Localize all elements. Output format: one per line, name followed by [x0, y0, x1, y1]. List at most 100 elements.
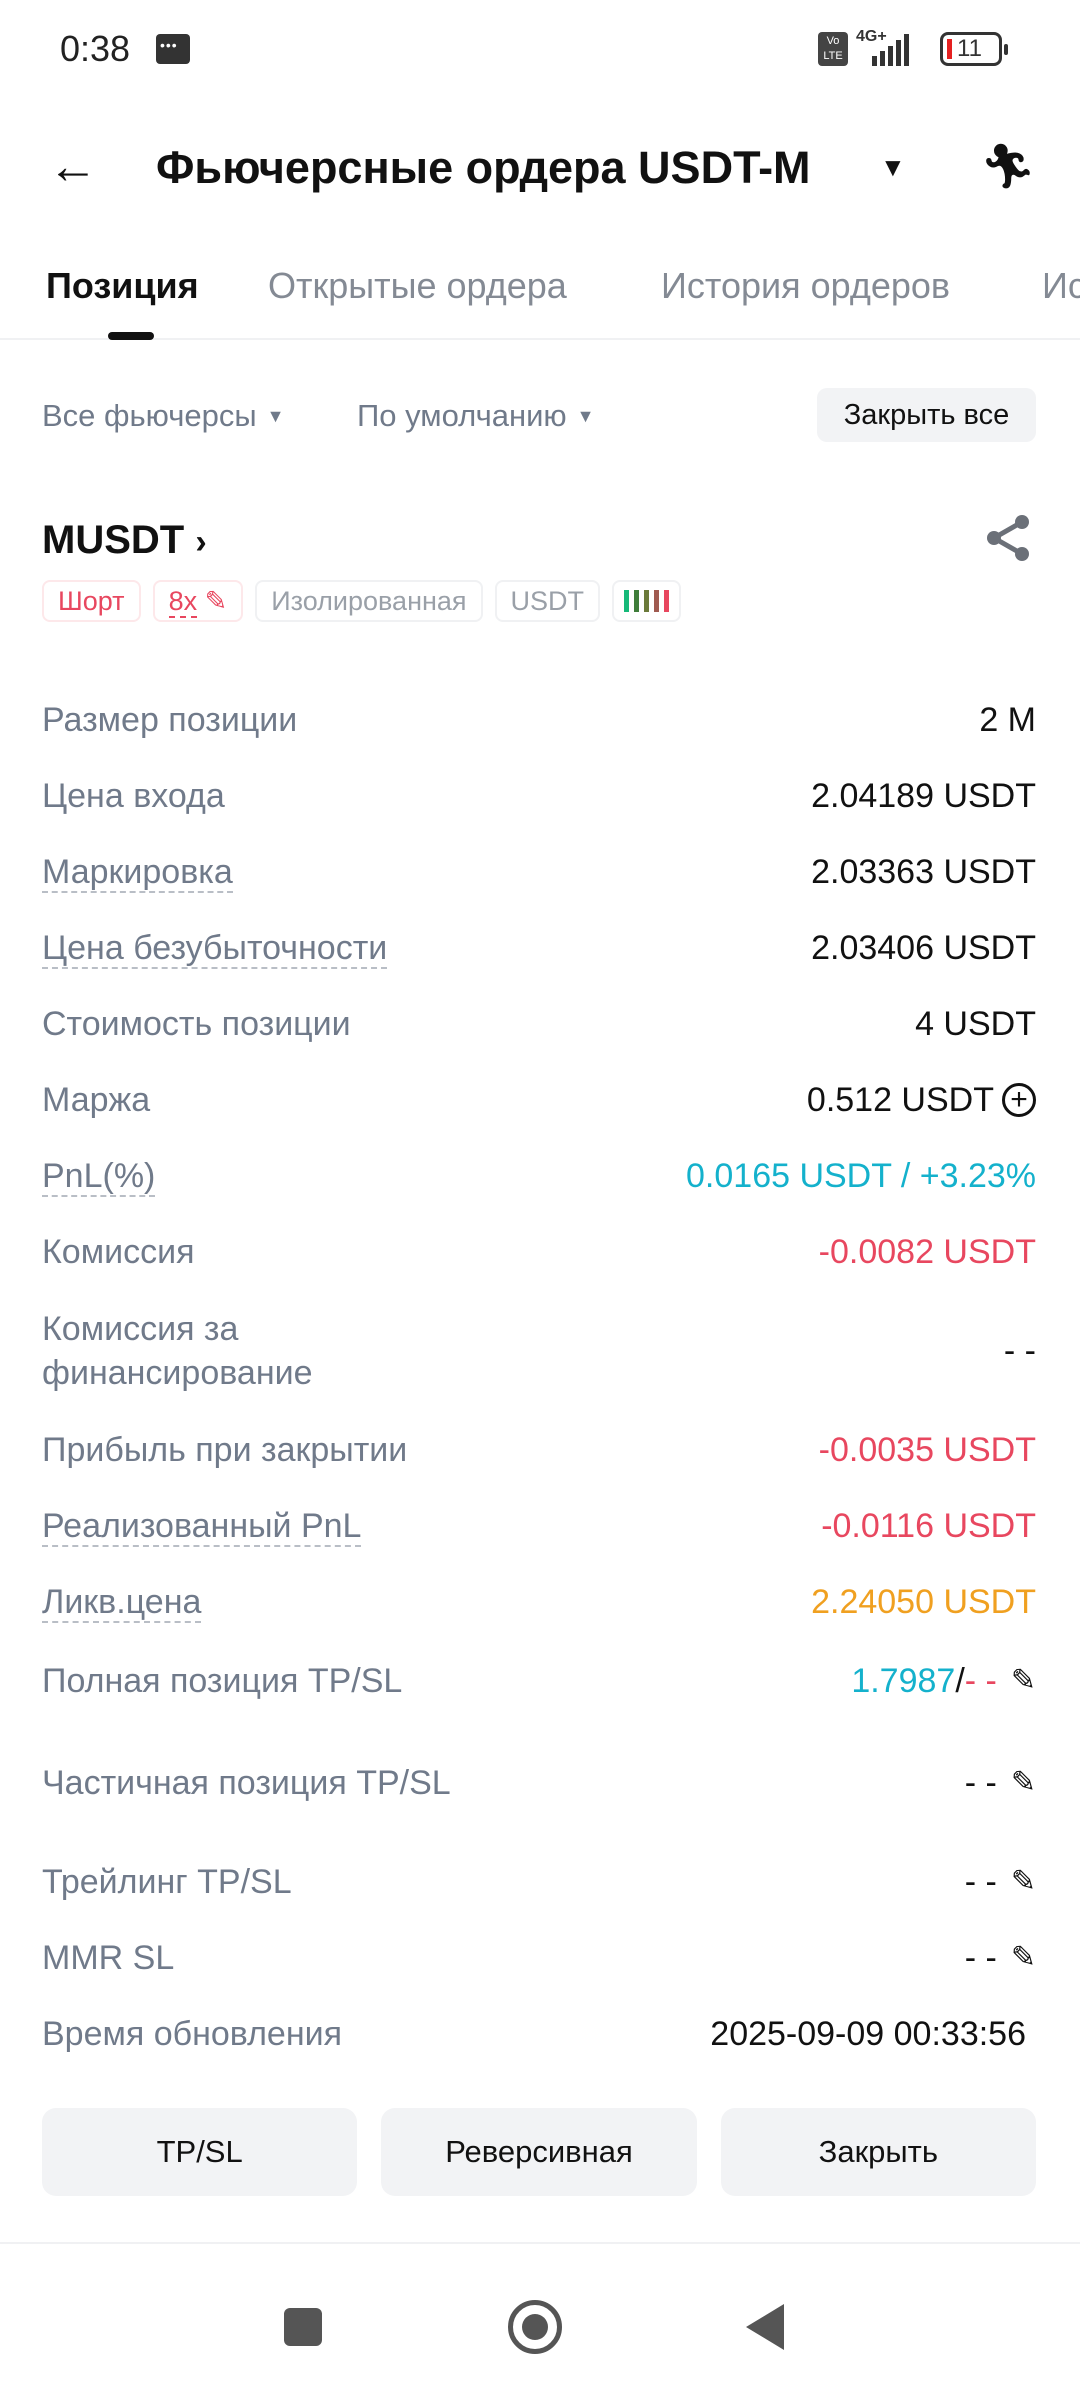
label: Цена входа: [42, 777, 225, 815]
value: - -: [1003, 1332, 1036, 1370]
label: Частичная позиция TP/SL: [42, 1764, 451, 1802]
position-details: Размер позиции 2 M Цена входа 2.04189 USDT…: [42, 682, 1036, 2072]
value: 2.04189 USDT: [811, 777, 1036, 815]
tpsl-button[interactable]: TP/SL: [42, 2108, 358, 2196]
row-mark-price: Маркировка 2.03363 USDT: [42, 834, 1036, 910]
value: -0.0035 USDT: [818, 1431, 1036, 1469]
adl-bar: [634, 590, 640, 612]
row-pnl: PnL(%) 0.0165 USDT / +3.23%: [42, 1138, 1036, 1214]
adl-bar: [644, 590, 650, 612]
margin-mode-badge: Изолированная: [255, 580, 483, 622]
adl-bar: [624, 590, 630, 612]
divider: [0, 2242, 1080, 2244]
label: Стоимость позиции: [42, 1005, 351, 1043]
value: 2.03363 USDT: [811, 853, 1036, 891]
edit-icon[interactable]: ✎: [1010, 1664, 1036, 1697]
separator: /: [955, 1662, 965, 1700]
edit-icon[interactable]: ✎: [1010, 1865, 1036, 1898]
value: 2.24050 USDT: [811, 1583, 1036, 1621]
signal-icon: [872, 34, 909, 66]
edit-icon: ✎: [204, 586, 228, 616]
row-funding-fee: Комиссия за финансирование - -: [42, 1290, 1036, 1412]
value: 4 USDT: [915, 1005, 1036, 1043]
label[interactable]: Цена безубыточности: [42, 929, 388, 969]
label[interactable]: Маркировка: [42, 853, 233, 893]
label: Размер позиции: [42, 701, 298, 739]
tab-bar: Позиция Открытые ордера История ордеров …: [0, 258, 1080, 340]
value: 2.03406 USDT: [811, 929, 1036, 967]
status-time: 0:38: [60, 28, 131, 69]
value: - - ✎: [965, 1761, 1036, 1805]
value: 2 M: [979, 701, 1036, 739]
row-close-profit: Прибыль при закрытии -0.0035 USDT: [42, 1412, 1036, 1488]
dropdown-icon: ▼: [266, 406, 285, 426]
row-entry-price: Цена входа 2.04189 USDT: [42, 758, 1036, 834]
label: Комиссия за финансирование: [42, 1310, 313, 1392]
value: - - ✎: [965, 1860, 1036, 1904]
action-buttons: TP/SL Реверсивная Закрыть: [42, 2108, 1036, 2196]
label: Маржа: [42, 1081, 151, 1119]
partial-tpsl-value: - -: [964, 1764, 997, 1802]
sort-filter[interactable]: По умолчанию ▼: [357, 394, 594, 438]
tab-history-more[interactable]: Ис: [1042, 265, 1080, 306]
label: Полная позиция TP/SL: [42, 1662, 403, 1700]
label[interactable]: PnL(%): [42, 1157, 156, 1197]
tab-order-history[interactable]: История ордеров: [661, 265, 951, 306]
value: - - ✎: [965, 1936, 1036, 1980]
row-full-tpsl: Полная позиция TP/SL 1.7987/- - ✎: [42, 1640, 1036, 1722]
close-position-button[interactable]: Закрыть: [720, 2108, 1036, 2196]
leverage-badge[interactable]: 8x ✎: [152, 580, 244, 622]
edit-icon[interactable]: ✎: [1010, 1941, 1036, 1974]
adl-bar: [654, 590, 660, 612]
title-dropdown-icon[interactable]: ▼: [880, 152, 906, 182]
label[interactable]: Ликв.цена: [42, 1583, 202, 1623]
futures-filter[interactable]: Все фьючерсы ▼: [42, 394, 285, 438]
reverse-button[interactable]: Реверсивная: [381, 2108, 697, 2196]
value: -0.0082 USDT: [818, 1233, 1036, 1271]
row-fee: Комиссия -0.0082 USDT: [42, 1214, 1036, 1290]
close-all-button[interactable]: Закрыть все: [817, 388, 1036, 442]
row-margin: Маржа 0.512 USDT +: [42, 1062, 1036, 1138]
trailing-value: - -: [964, 1863, 997, 1901]
side-badge: Шорт: [42, 580, 141, 622]
row-breakeven-price: Цена безубыточности 2.03406 USDT: [42, 910, 1036, 986]
value: 0.512 USDT +: [807, 1078, 1036, 1122]
label: Время обновления: [42, 2015, 343, 2053]
active-tab-indicator: [108, 332, 154, 340]
tab-position[interactable]: Позиция: [46, 265, 199, 306]
label[interactable]: Реализованный PnL: [42, 1507, 362, 1547]
value: 0.0165 USDT / +3.23%: [686, 1157, 1036, 1195]
futures-filter-label: Все фьючерсы: [42, 398, 257, 433]
home-icon[interactable]: [508, 2300, 562, 2354]
tab-open-orders[interactable]: Открытые ордера: [268, 265, 567, 306]
chevron-right-icon: ›: [195, 523, 207, 561]
row-liq-price: Ликв.цена 2.24050 USDT: [42, 1564, 1036, 1640]
row-position-value: Стоимость позиции 4 USDT: [42, 986, 1036, 1062]
value: 1.7987/- - ✎: [851, 1659, 1036, 1703]
row-mmr-sl: MMR SL - - ✎: [42, 1920, 1036, 1996]
asset-badge: USDT: [494, 580, 601, 622]
mmr-sl-value: - -: [964, 1939, 997, 1977]
runner-icon[interactable]: 🏃︎: [980, 142, 1036, 191]
margin-value: 0.512 USDT: [806, 1081, 994, 1119]
back-nav-icon[interactable]: [746, 2304, 784, 2350]
row-update-time: Время обновления 2025-09-09 00:33:56: [42, 1996, 1036, 2072]
network-type: 4G+: [856, 28, 887, 45]
label: Трейлинг TP/SL: [42, 1863, 292, 1901]
symbol: MUSDT: [42, 518, 185, 562]
edit-icon[interactable]: ✎: [1010, 1766, 1036, 1799]
label: MMR SL: [42, 1939, 175, 1977]
symbol-link[interactable]: MUSDT ›: [42, 514, 207, 568]
row-realized-pnl: Реализованный PnL -0.0116 USDT: [42, 1488, 1036, 1564]
position-badges: Шорт 8x ✎ Изолированная USDT: [42, 580, 682, 622]
add-margin-icon[interactable]: +: [1002, 1083, 1036, 1117]
row-partial-tpsl: Частичная позиция TP/SL - - ✎: [42, 1722, 1036, 1844]
adl-bar: [664, 590, 670, 612]
back-arrow-icon[interactable]: ←: [48, 138, 98, 194]
page-title[interactable]: Фьючерсные ордера USDT-M: [156, 142, 811, 193]
adl-indicator[interactable]: [612, 580, 682, 622]
message-icon: [156, 34, 190, 64]
share-icon[interactable]: [986, 514, 1030, 562]
sort-filter-label: По умолчанию: [357, 398, 567, 433]
recents-icon[interactable]: [284, 2308, 322, 2346]
